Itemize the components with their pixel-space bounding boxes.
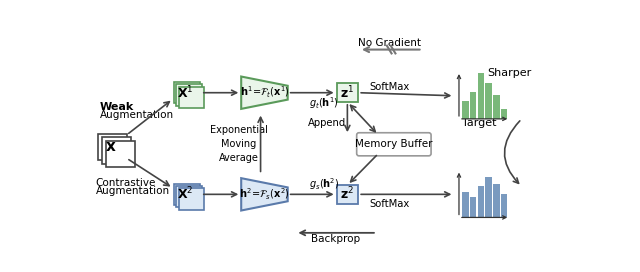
Bar xyxy=(470,197,476,217)
Text: Backprop: Backprop xyxy=(311,234,360,244)
Bar xyxy=(477,73,484,119)
Text: Augmentation: Augmentation xyxy=(95,186,170,196)
FancyBboxPatch shape xyxy=(102,137,131,163)
Bar xyxy=(485,83,492,119)
Text: SoftMax: SoftMax xyxy=(370,199,410,209)
Bar xyxy=(477,186,484,217)
Text: $g_t(\mathbf{h}^1)$: $g_t(\mathbf{h}^1)$ xyxy=(309,95,339,111)
Text: $\mathbf{h}^2\!=\!\mathcal{F}_s(\mathbf{x}^2)$: $\mathbf{h}^2\!=\!\mathcal{F}_s(\mathbf{… xyxy=(239,187,290,202)
FancyBboxPatch shape xyxy=(179,188,204,210)
Text: Sharper: Sharper xyxy=(487,68,531,78)
Text: $\mathbf{x}$: $\mathbf{x}$ xyxy=(105,139,117,154)
Text: Memory Buffer: Memory Buffer xyxy=(355,139,433,149)
Text: $\mathbf{X}^2$: $\mathbf{X}^2$ xyxy=(177,186,193,203)
Text: Weak: Weak xyxy=(100,101,134,112)
Bar xyxy=(493,184,500,217)
FancyBboxPatch shape xyxy=(174,82,200,103)
Text: $g_s(\mathbf{h}^2)$: $g_s(\mathbf{h}^2)$ xyxy=(309,177,339,192)
Text: SoftMax: SoftMax xyxy=(370,82,410,92)
FancyBboxPatch shape xyxy=(174,184,200,205)
FancyBboxPatch shape xyxy=(337,185,358,203)
Bar xyxy=(462,101,468,119)
FancyBboxPatch shape xyxy=(177,84,202,106)
Text: No Gradient: No Gradient xyxy=(358,38,422,48)
Text: Exponential
Moving
Average: Exponential Moving Average xyxy=(210,125,268,163)
Bar xyxy=(501,194,508,217)
Polygon shape xyxy=(241,76,288,109)
Bar xyxy=(485,177,492,217)
FancyBboxPatch shape xyxy=(177,186,202,208)
FancyBboxPatch shape xyxy=(337,84,358,102)
Text: $\mathbf{z}^1$: $\mathbf{z}^1$ xyxy=(340,84,355,101)
Text: Append: Append xyxy=(308,119,346,128)
Text: $\mathbf{X}^1$: $\mathbf{X}^1$ xyxy=(177,84,194,101)
Bar xyxy=(501,109,508,119)
Bar xyxy=(470,92,476,119)
Bar xyxy=(493,95,500,119)
FancyBboxPatch shape xyxy=(106,141,135,167)
Polygon shape xyxy=(241,178,288,211)
Text: $\mathbf{z}^2$: $\mathbf{z}^2$ xyxy=(340,186,355,203)
Text: Target: Target xyxy=(462,119,497,128)
FancyBboxPatch shape xyxy=(356,133,431,156)
Text: Augmentation: Augmentation xyxy=(100,110,174,120)
Text: $\mathbf{h}^1\!=\!\mathcal{F}_t(\mathbf{x}^1)$: $\mathbf{h}^1\!=\!\mathcal{F}_t(\mathbf{… xyxy=(239,85,289,100)
FancyBboxPatch shape xyxy=(179,86,204,108)
Text: Contrastive: Contrastive xyxy=(95,178,156,188)
FancyBboxPatch shape xyxy=(98,134,127,160)
Bar xyxy=(462,192,468,217)
